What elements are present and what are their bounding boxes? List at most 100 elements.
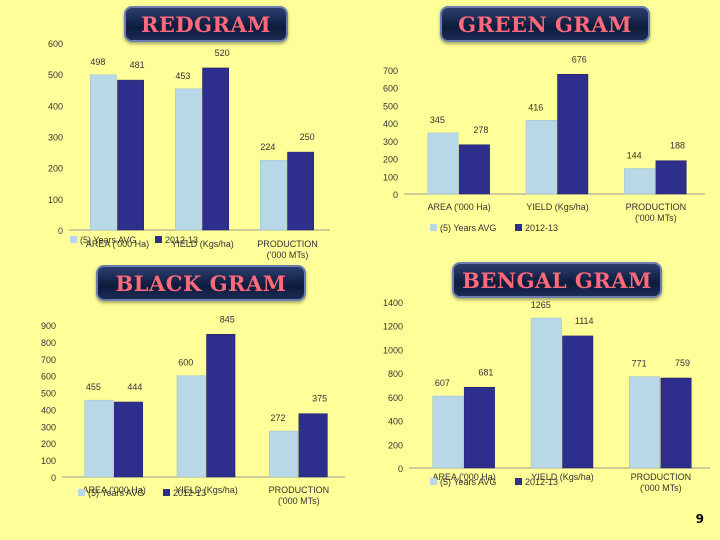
y-tick-label: 0: [51, 473, 56, 483]
data-label: 453: [175, 71, 190, 81]
bengal-gram-title: BENGAL GRAM: [452, 262, 662, 298]
y-tick-label: 0: [398, 464, 403, 474]
data-label: 375: [312, 394, 327, 404]
category-label: YIELD (Kgs/ha): [526, 202, 589, 212]
bar: [458, 144, 490, 195]
data-label: 1114: [575, 316, 594, 326]
legend-label: 2012-13: [525, 477, 558, 487]
black-gram-chart: 0 100 200 300 400 500 600 700 800 900 455 444 AREA (…: [41, 314, 345, 506]
category-label: AREA ('000 Ha): [428, 202, 491, 212]
data-label: 607: [435, 378, 450, 388]
bar: [660, 377, 692, 469]
bar: [175, 88, 202, 231]
data-label: 1265: [531, 300, 551, 310]
y-tick-label: 400: [41, 405, 56, 415]
bar: [427, 132, 459, 195]
bar: [298, 413, 328, 478]
y-tick-label: 100: [383, 172, 398, 182]
y-tick-label: 600: [48, 39, 63, 49]
legend-label: (5) Years AVG: [440, 223, 496, 233]
bar: [463, 387, 495, 469]
bar: [84, 399, 114, 478]
legend-swatch: [78, 489, 85, 496]
y-tick-label: 300: [41, 422, 56, 432]
bar: [525, 120, 557, 195]
legend-label: (5) Years AVG: [80, 235, 136, 245]
redgram-title: REDGRAM: [124, 6, 288, 42]
y-tick-label: 500: [48, 70, 63, 80]
bar: [269, 430, 299, 478]
y-tick-label: 600: [388, 393, 403, 403]
category-label: PRODUCTION ('000 MTs): [257, 239, 318, 260]
data-label: 481: [130, 60, 145, 70]
category-label: YIELD (Kgs/ha): [175, 485, 238, 495]
y-tick-label: 0: [393, 190, 398, 200]
legend-swatch: [155, 236, 162, 243]
bar: [562, 335, 594, 469]
bar: [530, 317, 562, 469]
y-tick-label: 700: [383, 66, 398, 76]
bar: [629, 376, 661, 469]
redgram-chart: 0 100 200 300 400 500 600 498 481 AREA ('000 Ha) 4…: [48, 39, 330, 260]
data-label: 224: [260, 142, 275, 152]
y-tick-label: 900: [41, 321, 56, 331]
y-tick-label: 800: [41, 338, 56, 348]
legend-swatch: [163, 489, 170, 496]
legend-swatch: [515, 224, 522, 231]
data-label: 250: [300, 132, 315, 142]
y-tick-label: 300: [48, 133, 63, 143]
bar: [655, 160, 687, 195]
category-label: AREA ('000 Ha): [86, 239, 149, 249]
data-label: 345: [430, 115, 445, 125]
bar: [113, 401, 143, 478]
category-label: YIELD (Kgs/ha): [531, 472, 594, 482]
y-tick-label: 0: [58, 226, 63, 236]
y-tick-label: 1400: [383, 298, 403, 308]
data-label: 845: [220, 314, 235, 324]
black-gram-title: BLACK GRAM: [96, 265, 306, 301]
y-tick-label: 1200: [383, 322, 403, 332]
y-tick-label: 200: [383, 155, 398, 165]
y-tick-label: 100: [48, 195, 63, 205]
y-tick-label: 800: [388, 369, 403, 379]
category-label: PRODUCTION ('000 MTs): [631, 472, 692, 493]
bar: [202, 67, 229, 231]
y-tick-label: 500: [41, 389, 56, 399]
bar: [90, 74, 117, 231]
bar: [260, 159, 287, 231]
legend-swatch: [430, 478, 437, 485]
bar: [624, 168, 656, 195]
category-label: PRODUCTION ('000 MTs): [269, 485, 330, 506]
legend-swatch: [70, 236, 77, 243]
data-label: 144: [627, 150, 642, 160]
category-label: PRODUCTION ('000 MTs): [626, 202, 687, 223]
y-tick-label: 600: [383, 84, 398, 94]
legend-swatch: [515, 478, 522, 485]
y-tick-label: 100: [41, 456, 56, 466]
category-label: YIELD (Kgs/ha): [171, 239, 234, 249]
data-label: 676: [572, 54, 587, 64]
y-tick-label: 400: [388, 417, 403, 427]
data-label: 416: [528, 102, 543, 112]
data-label: 272: [271, 413, 286, 423]
data-label: 455: [86, 382, 101, 392]
y-tick-label: 400: [48, 101, 63, 111]
legend-label: 2012-13: [173, 488, 206, 498]
bengal-gram-chart: 0 200 400 600 800 1000 1200 1400 607 681 AREA ('00…: [383, 298, 710, 493]
legend-label: 2012-13: [165, 235, 198, 245]
green-gram-title: GREEN GRAM: [440, 6, 650, 42]
y-tick-label: 200: [41, 439, 56, 449]
bar: [117, 79, 144, 231]
data-label: 759: [675, 358, 690, 368]
data-label: 278: [473, 125, 488, 135]
bar: [287, 151, 314, 231]
data-label: 498: [90, 57, 105, 67]
green-gram-chart: 0 100 200 300 400 500 600 700 345 278 AREA ('000 H…: [383, 54, 705, 233]
y-tick-label: 400: [383, 119, 398, 129]
bar: [206, 334, 236, 478]
data-label: 188: [670, 141, 685, 151]
legend-label: (5) Years AVG: [440, 477, 496, 487]
y-tick-label: 300: [383, 137, 398, 147]
data-label: 600: [178, 358, 193, 368]
y-tick-label: 200: [388, 440, 403, 450]
